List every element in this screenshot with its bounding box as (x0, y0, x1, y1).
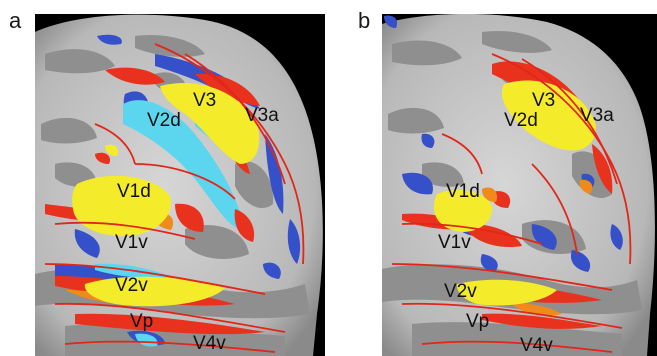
cortex-surface-a: V3 V3a V2d V1d V1v V2v Vp V4v (35, 14, 323, 356)
boundary-lines-b (391, 53, 632, 353)
label-v2v: V2v (444, 281, 477, 302)
label-v2d: V2d (504, 110, 538, 131)
yellow-activation-a (72, 83, 260, 307)
label-v4v: V4v (520, 335, 553, 356)
label-v1v: V1v (115, 232, 148, 253)
label-v2d: V2d (147, 110, 181, 131)
boundary-lines-a (44, 43, 305, 353)
cortex-surface-b: V3 V3a V2d V1d V1v V2v Vp V4v (382, 14, 655, 356)
label-v4v: V4v (193, 333, 226, 354)
panel-letter-a: a (9, 8, 22, 33)
label-v3: V3 (193, 90, 216, 111)
label-v1d: V1d (446, 181, 480, 202)
label-v2v: V2v (115, 275, 148, 296)
label-v3a: V3a (245, 105, 279, 126)
label-v1d: V1d (117, 181, 151, 202)
panel-letter-b: b (358, 8, 371, 33)
label-vp: Vp (466, 311, 489, 332)
panel-a: V3 V3a V2d V1d V1v V2v Vp V4v (35, 14, 325, 356)
label-v3: V3 (532, 90, 555, 111)
panel-b: V3 V3a V2d V1d V1v V2v Vp V4v (382, 14, 657, 356)
label-vp: Vp (130, 311, 153, 332)
label-v1v: V1v (438, 232, 471, 253)
label-v3a: V3a (580, 105, 614, 126)
yellow-activation-b (434, 80, 596, 306)
